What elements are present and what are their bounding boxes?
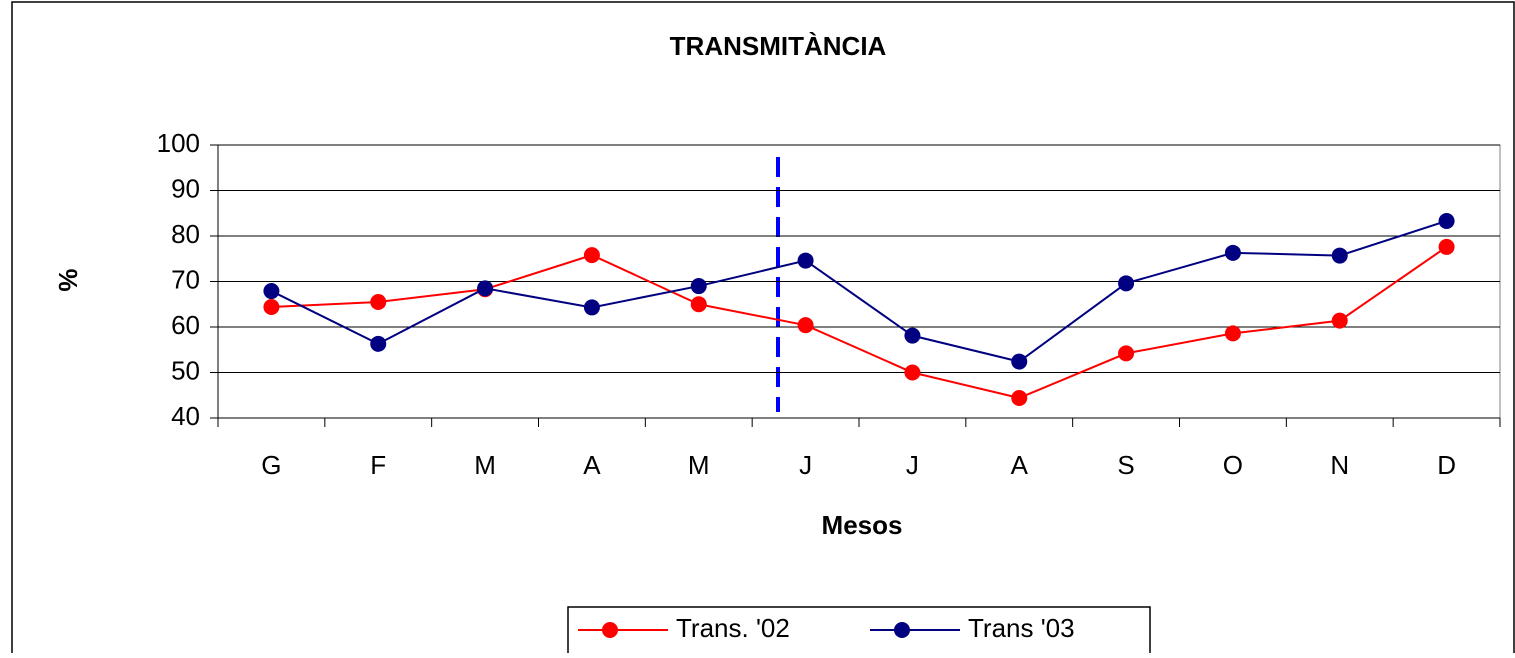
y-tick-label: 100 [157, 128, 200, 158]
data-point [690, 296, 707, 313]
y-tick-label: 70 [171, 264, 200, 294]
legend-label: Trans. '02 [676, 613, 790, 643]
x-tick-label: J [906, 450, 919, 480]
data-point [1224, 244, 1241, 261]
legend-label: Trans '03 [968, 613, 1075, 643]
x-tick-label: M [474, 450, 496, 480]
data-point [477, 280, 494, 297]
data-point [1011, 389, 1028, 406]
data-point [797, 252, 814, 269]
y-tick-label: 40 [171, 401, 200, 431]
legend [567, 606, 1151, 658]
x-tick-label: N [1330, 450, 1349, 480]
data-point [263, 283, 280, 300]
series-line [270, 220, 1447, 363]
data-point [370, 293, 387, 310]
x-tick-label: F [370, 450, 386, 480]
data-point [1118, 345, 1135, 362]
data-point [1438, 238, 1455, 255]
series-line [271, 246, 1448, 400]
y-axis-label: % [53, 268, 83, 291]
data-point [1118, 275, 1135, 292]
data-point [1331, 247, 1348, 264]
data-point [690, 278, 707, 295]
y-tick-label: 90 [171, 173, 200, 203]
x-tick-label: M [688, 450, 710, 480]
data-point [1224, 325, 1241, 342]
data-point [583, 247, 600, 264]
x-tick-label: S [1117, 450, 1134, 480]
data-point [797, 317, 814, 334]
y-tick-label: 80 [171, 219, 200, 249]
y-tick-label: 60 [171, 310, 200, 340]
legend-marker [602, 622, 618, 638]
legend-marker [894, 622, 910, 638]
x-tick-label: A [583, 450, 601, 480]
data-point [370, 335, 387, 352]
x-tick-label: A [1011, 450, 1029, 480]
x-tick-label: D [1437, 450, 1456, 480]
data-point [904, 364, 921, 381]
data-point [583, 299, 600, 316]
data-point [904, 327, 921, 344]
data-point [1438, 212, 1455, 229]
x-tick-label: J [799, 450, 812, 480]
x-tick-label: O [1223, 450, 1243, 480]
x-tick-label: G [261, 450, 281, 480]
y-tick-label: 50 [171, 355, 200, 385]
x-axis-label: Mesos [822, 510, 903, 540]
chart-title: TRANSMITÀNCIA [670, 31, 887, 61]
data-point [1011, 353, 1028, 370]
data-point [1331, 312, 1348, 329]
data-point [263, 298, 280, 315]
